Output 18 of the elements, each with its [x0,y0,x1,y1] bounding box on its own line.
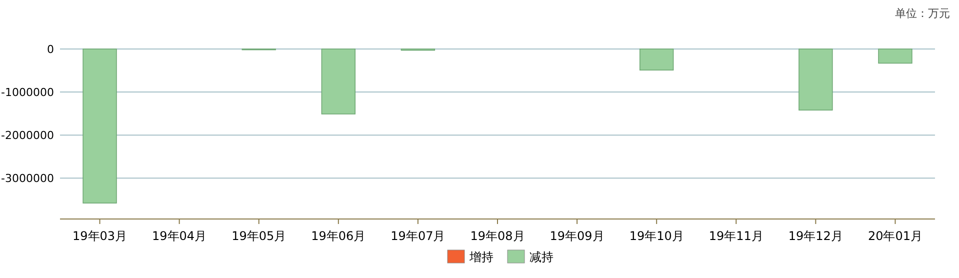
y-tick-label: -1000000 [1,86,54,100]
text: 单位：万元 [895,7,950,20]
legend-label: 减持 [530,250,554,264]
x-tick-label: 19年07月 [390,229,446,243]
y-tick-label: 0 [47,43,54,56]
y-tick-label: -3000000 [1,172,54,186]
x-tick-label: 19年08月 [470,229,525,243]
y-tick-label: -2000000 [1,129,54,142]
x-tick-label: 19年09月 [550,229,604,243]
x-tick-label: 19年10月 [629,229,684,243]
x-tick-label: 19年03月 [72,229,128,243]
x-tick-label: 19年12月 [788,229,843,243]
x-tick-label: 19年06月 [311,229,366,243]
x-tick-label: 20年01月 [868,229,922,243]
x-tick-label: 19年11月 [708,229,764,243]
legend-label: 增持 [468,250,494,264]
x-tick-label: 19年05月 [232,229,286,243]
x-tick-label: 19年04月 [152,229,207,243]
